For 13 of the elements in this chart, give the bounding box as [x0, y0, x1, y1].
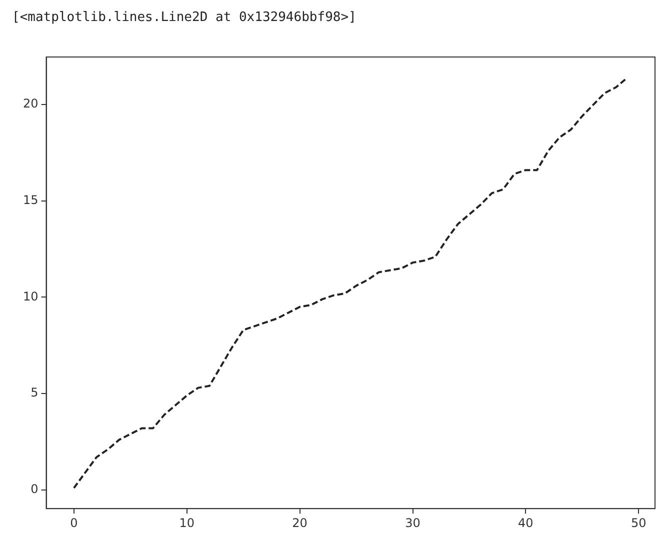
- line-series: [72, 76, 628, 489]
- x-tick-label: 50: [630, 516, 646, 530]
- x-tick-label: 40: [518, 516, 534, 530]
- y-tick-label: 10: [22, 289, 38, 304]
- x-tick-label: 0: [70, 516, 78, 530]
- x-tick-label: 10: [179, 516, 195, 530]
- y-tick-label: 15: [22, 193, 38, 208]
- y-tick-label: 20: [22, 96, 38, 111]
- x-tick-label: 30: [405, 516, 420, 530]
- y-tick-label: 5: [30, 386, 38, 400]
- x-tick-label: 20: [292, 516, 308, 530]
- y-tick-label: 0: [30, 482, 38, 496]
- text: [<matplotlib.lines.Line2D at 0x132946bbf98>]: [12, 10, 356, 25]
